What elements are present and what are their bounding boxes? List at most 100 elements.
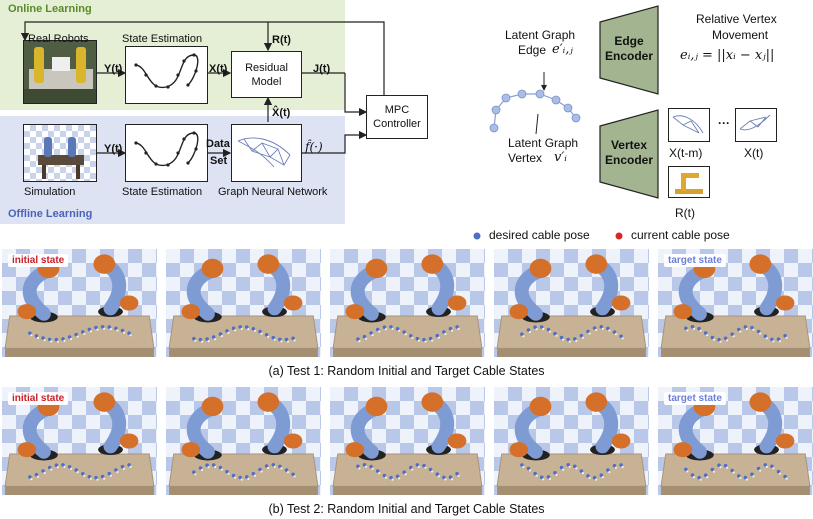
offline-cable-curve (134, 131, 199, 167)
desired-cable-point (415, 463, 420, 467)
desired-cable-point (34, 472, 39, 477)
current-cable-point (692, 327, 696, 330)
desired-cable-point (743, 325, 748, 329)
online-j-label: J(t) (313, 63, 331, 75)
desired-cable-point (566, 463, 570, 467)
simulation-frame: initial state (2, 249, 157, 357)
simulation-scene (494, 249, 649, 357)
desired-cable-point (218, 465, 223, 470)
desired-cable-point (455, 472, 459, 476)
desired-cable-point (389, 325, 393, 329)
desired-cable-point (127, 463, 131, 467)
desired-cable-point (81, 330, 85, 334)
current-cable-point (581, 472, 584, 475)
desired-cable-point (533, 471, 537, 476)
current-cable-point (364, 337, 368, 340)
current-cable-point (122, 331, 126, 334)
desired-cable-point (526, 328, 531, 332)
current-cable-point (227, 331, 230, 334)
latent-vertex-label-1: Latent Graph (508, 136, 579, 150)
desired-cable-point (763, 334, 768, 338)
simulation-scene (330, 249, 485, 357)
desired-cable-point (428, 467, 433, 472)
thumb-dots: ··· (718, 116, 730, 130)
desired-cable-point (389, 475, 393, 480)
desired-cable-point (612, 463, 617, 468)
current-cable-point (444, 478, 447, 481)
current-cable-point (765, 465, 768, 468)
simulation-frame (330, 249, 485, 357)
current-cable-point (555, 334, 558, 337)
desired-cable-point (723, 463, 728, 468)
desired-cable-point (271, 463, 276, 467)
current-cable-point (371, 467, 374, 470)
desired-cable-point (81, 472, 85, 476)
current-cable-point (575, 467, 578, 470)
desired-cable-point (284, 337, 289, 342)
real-robots-image (24, 41, 96, 103)
current-cable-point (200, 340, 204, 343)
latent-vertex-label-2: Vertex (508, 151, 543, 165)
current-cable-point (706, 334, 709, 337)
current-dot-icon (615, 232, 623, 240)
current-cable-point (36, 336, 40, 339)
current-cable-point (109, 474, 112, 477)
desired-cable-point (599, 325, 604, 329)
desired-cable-point (94, 475, 98, 480)
current-cable-point (214, 465, 217, 469)
current-cable-point (50, 340, 53, 343)
current-cable-point (398, 329, 401, 332)
current-cable-point (535, 474, 538, 477)
desired-cable-point (422, 463, 426, 468)
desired-cable-point (211, 463, 216, 467)
desired-cable-point (435, 333, 440, 338)
desired-cable-point (356, 464, 360, 469)
latent-edge-label-2: Edge (518, 43, 547, 57)
current-cable-point (739, 330, 742, 333)
current-cable-point (116, 470, 119, 474)
online-state-estimation-label: State Estimation (122, 33, 203, 45)
simulation-image (24, 125, 96, 181)
current-cable-point (63, 339, 66, 342)
current-cable-point (752, 475, 755, 478)
current-cable-point (457, 474, 460, 477)
current-cable-point (358, 340, 361, 343)
current-cable-point (391, 478, 394, 481)
current-cable-point (398, 477, 401, 480)
desired-cable-point (710, 335, 715, 340)
latent-vertex-symbol: v′ᵢ (554, 150, 567, 165)
current-cable-point (371, 333, 374, 337)
robot-arm-image (675, 173, 703, 194)
desired-cable-point (87, 474, 92, 479)
mpc-line-1: MPC (384, 104, 410, 116)
current-cable-point (129, 465, 132, 468)
desired-cable-point (756, 466, 761, 471)
current-cable-point (273, 338, 276, 341)
desired-dot-icon (473, 232, 481, 240)
offline-state-estimation-label: State Estimation (122, 186, 203, 198)
x-tm-label: X(t-m) (669, 146, 703, 160)
current-cable-point (726, 466, 729, 469)
x-t-label: X(t) (744, 146, 764, 160)
current-cable-point (765, 337, 768, 340)
desired-cable-point (606, 326, 610, 331)
current-cable-point (280, 340, 283, 343)
desired-cable-point (553, 471, 557, 475)
desired-cable-point (533, 325, 537, 329)
desired-cable-point (750, 325, 754, 330)
current-cable-point (437, 336, 440, 339)
current-cable-point (43, 339, 46, 342)
current-cable-point (457, 327, 460, 330)
current-cable-point (70, 337, 73, 341)
desired-cable-point (783, 474, 787, 479)
gnn-mesh (237, 137, 291, 168)
current-cable-point (63, 465, 66, 468)
current-cable-point (752, 328, 755, 331)
current-cable-point (280, 467, 283, 470)
desired-cable-point (606, 468, 610, 472)
current-cable-point (43, 471, 46, 475)
current-cable-point (76, 471, 79, 474)
simulation-frame (494, 249, 649, 357)
desired-cable-point (107, 471, 112, 476)
desired-cable-point (278, 464, 282, 469)
